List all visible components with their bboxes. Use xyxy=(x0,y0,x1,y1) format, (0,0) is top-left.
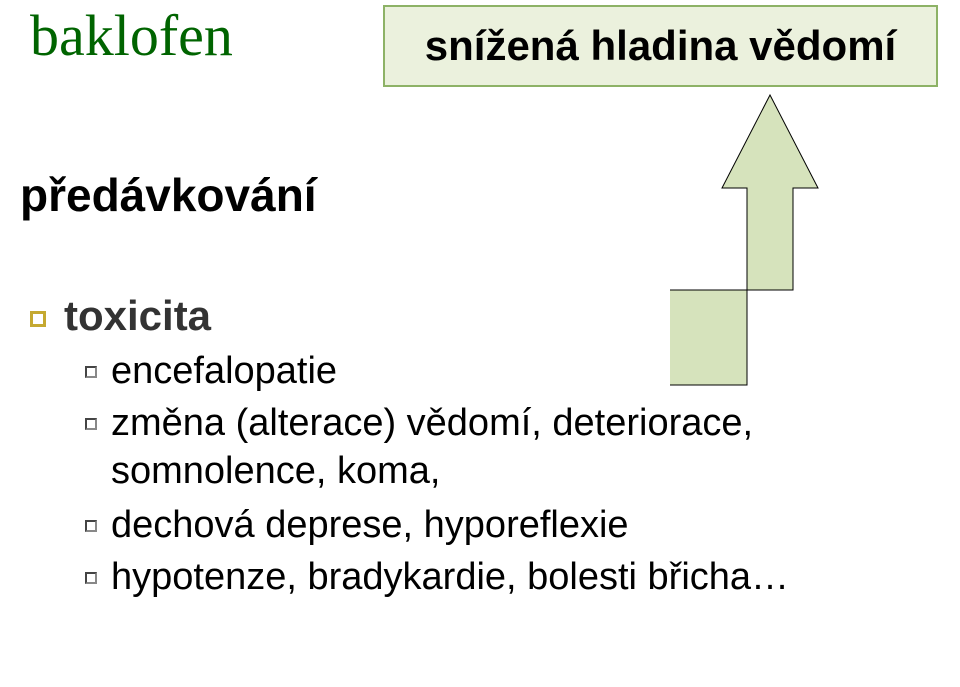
sub-text-4: hypotenze, bradykardie, bolesti břicha… xyxy=(111,554,789,602)
hollow-bullet-icon xyxy=(85,572,97,584)
bullet-toxicita: toxicita xyxy=(30,292,211,340)
slide-title: baklofen xyxy=(30,2,233,69)
sub-bullet-1: encefalopatie xyxy=(85,348,337,396)
square-bullet-icon xyxy=(30,311,46,327)
up-arrow-icon xyxy=(670,85,870,415)
hollow-bullet-icon xyxy=(85,520,97,532)
hollow-bullet-icon xyxy=(85,418,97,430)
subtitle: předávkování xyxy=(20,168,317,222)
highlight-box-text: snížená hladina vědomí xyxy=(425,22,896,70)
sub-text-1: encefalopatie xyxy=(111,348,337,396)
sub-bullet-4: hypotenze, bradykardie, bolesti břicha… xyxy=(85,554,789,602)
slide: baklofen snížená hladina vědomí předávko… xyxy=(0,0,960,687)
hollow-bullet-icon xyxy=(85,366,97,378)
bullet-text-main: toxicita xyxy=(64,292,211,340)
sub-text-3: dechová deprese, hyporeflexie xyxy=(111,502,629,550)
sub-bullet-3: dechová deprese, hyporeflexie xyxy=(85,502,629,550)
highlight-box: snížená hladina vědomí xyxy=(383,5,938,87)
